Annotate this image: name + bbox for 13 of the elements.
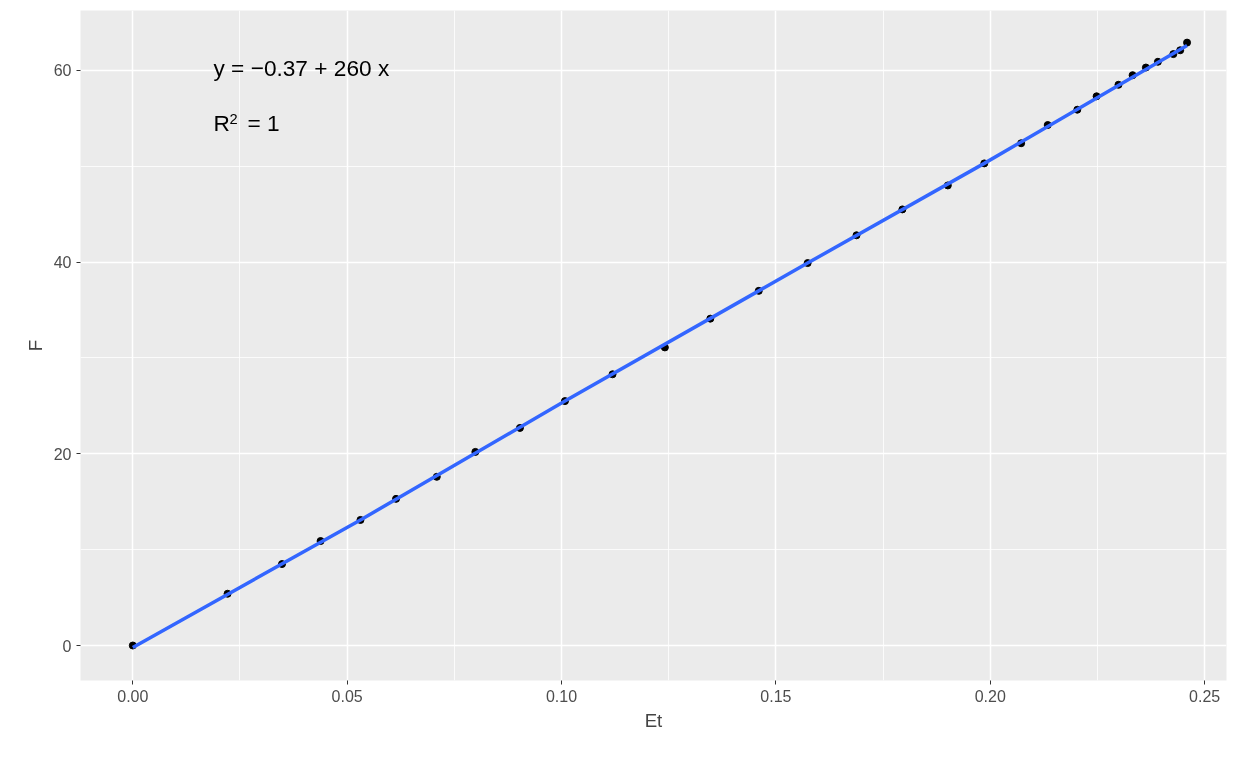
- annotation: y = −0.37 + 260 x: [213, 54, 390, 81]
- y-tick-label: 40: [53, 254, 72, 272]
- x-axis-title: Et: [644, 709, 664, 731]
- x-tick-label: 0.10: [545, 687, 578, 705]
- y-tick-label: 60: [53, 62, 72, 80]
- x-tick-label: 0.05: [331, 687, 363, 705]
- x-tick-label: 0.00: [117, 687, 149, 705]
- y-tick-label: 20: [53, 445, 72, 463]
- y-axis-title: F: [24, 339, 46, 352]
- x-tick-label: 0.25: [1189, 687, 1221, 705]
- x-tick-label: 0.15: [760, 687, 792, 705]
- y-tick-label: 0: [62, 637, 72, 655]
- x-tick-label: 0.20: [974, 687, 1006, 705]
